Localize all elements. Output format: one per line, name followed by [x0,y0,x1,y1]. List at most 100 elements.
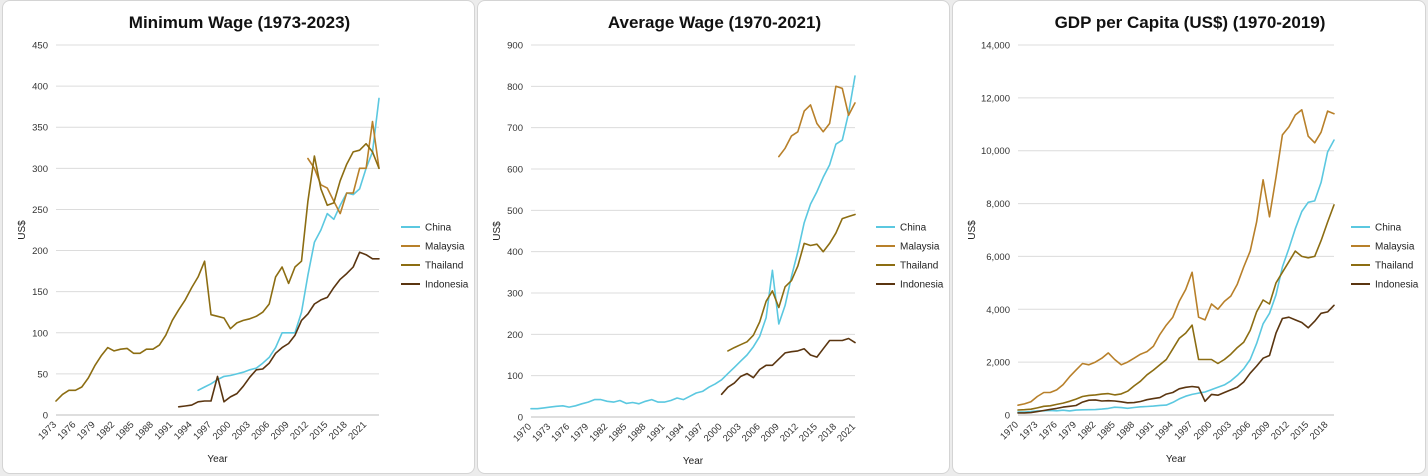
x-tick-label: 2000 [1192,419,1215,442]
series-line-china [197,97,380,392]
chart-panel-gdp-per-capita: GDP per Capita (US$) (1970-2019) 0 2,000 4,… [952,0,1426,474]
x-tick-label: 2018 [1308,419,1331,442]
x-tick-label: 1991 [153,419,176,442]
x-tick-label: 2006 [1230,419,1253,442]
series-line-thailand [1017,204,1335,411]
chart-gdp-per-capita: GDP per Capita (US$) (1970-2019) 0 2,000 4,… [967,13,1419,465]
series-line-thailand [55,142,380,402]
x-tick-label: 1982 [94,419,117,442]
x-tick-label: 1988 [626,421,649,444]
x-tick-label: 2018 [327,419,350,442]
y-tick-label: 12,000 [981,93,1010,104]
x-tick-label: 1982 [1076,419,1099,442]
y-tick-label: 6,000 [986,252,1010,263]
x-axis-label: Year [683,456,704,467]
x-tick-label: 1973 [530,421,553,444]
chart-title: Minimum Wage (1973-2023) [129,13,350,32]
x-tick-label: 1973 [36,419,59,442]
x-tick-label: 2009 [759,421,782,444]
x-tick-label: 1994 [172,419,195,442]
x-axis-label: Year [207,454,228,465]
x-tick-label: 1985 [607,421,630,444]
legend-label-malaysia: Malaysia [1375,242,1415,253]
y-tick-label: 2,000 [986,358,1010,369]
x-tick-label: 1970 [998,419,1021,442]
legend-label-thailand: Thailand [900,261,938,272]
series-line-thailand [727,213,856,352]
x-tick-label: 2003 [721,421,744,444]
x-tick-label: 1997 [1172,419,1195,442]
x-tick-label: 2012 [1269,419,1292,442]
x-tick-label: 2000 [702,421,725,444]
y-tick-label: 350 [32,123,48,134]
x-tick-label: 2012 [778,421,801,444]
x-tick-label: 1976 [1037,419,1060,442]
chart-panel-minimum-wage: Minimum Wage (1973-2023) 0 50 100 150 200 250 3… [2,0,475,474]
legend-label-china: China [900,223,927,234]
y-tick-label: 100 [507,371,523,382]
y-tick-label: 14,000 [981,41,1010,52]
y-tick-label: 250 [32,205,48,216]
x-tick-label: 2018 [816,421,839,444]
x-tick-label: 1997 [191,419,214,442]
y-tick-label: 300 [32,164,48,175]
x-tick-label: 1988 [1114,419,1137,442]
legend-label-china: China [1375,223,1402,234]
x-tick-label: 2000 [211,419,234,442]
y-tick-label: 50 [37,369,48,380]
x-axis-label: Year [1166,454,1187,465]
y-tick-label: 0 [43,411,48,422]
x-tick-label: 1988 [133,419,156,442]
x-tick-label: 1991 [1134,419,1157,442]
chart-average-wage: Average Wage (1970-2021) 0 100 200 300 400 500… [492,13,944,467]
x-tick-label: 2006 [740,421,763,444]
x-tick-label: 1976 [56,419,79,442]
x-tick-label: 2006 [249,419,272,442]
legend-label-indonesia: Indonesia [425,280,469,291]
legend-label-indonesia: Indonesia [1375,280,1419,291]
y-tick-label: 900 [507,41,523,52]
x-tick-label: 2009 [1250,419,1273,442]
x-tick-label: 1976 [549,421,572,444]
x-tick-label: 1991 [645,421,668,444]
legend-label-indonesia: Indonesia [900,280,944,291]
x-tick-label: 2003 [1211,419,1234,442]
y-tick-label: 200 [507,330,523,341]
x-tick-label: 1979 [75,419,98,442]
x-tick-label: 1982 [588,421,611,444]
y-tick-label: 300 [507,289,523,300]
y-tick-label: 200 [32,246,48,257]
y-tick-label: 450 [32,41,48,52]
y-tick-label: 100 [32,328,48,339]
series-line-malaysia [777,85,856,158]
series-line-indonesia [720,337,856,396]
series-line-china [1017,139,1335,413]
x-tick-label: 1997 [683,421,706,444]
y-tick-label: 400 [32,82,48,93]
series-line-malaysia [1017,109,1335,407]
legend-label-china: China [425,223,452,234]
x-tick-label: 1994 [1153,419,1176,442]
y-axis-label: US$ [17,220,28,240]
x-tick-label: 1979 [1056,419,1079,442]
legend-label-thailand: Thailand [1375,261,1413,272]
x-tick-label: 1970 [511,421,534,444]
y-tick-label: 10,000 [981,146,1010,157]
x-tick-label: 2003 [230,419,253,442]
x-tick-label: 2021 [835,421,858,444]
y-tick-label: 600 [507,165,523,176]
chart-minimum-wage: Minimum Wage (1973-2023) 0 50 100 150 200 250 3… [17,13,469,465]
x-tick-label: 1985 [114,419,137,442]
y-tick-label: 400 [507,247,523,258]
y-axis-label: US$ [492,221,503,241]
x-tick-label: 1985 [1095,419,1118,442]
x-tick-label: 2021 [346,419,369,442]
x-tick-label: 2012 [288,419,311,442]
x-tick-label: 2009 [269,419,292,442]
x-tick-label: 2015 [797,421,820,444]
y-axis-label: US$ [967,220,978,240]
legend-label-malaysia: Malaysia [900,242,940,253]
chart-title: GDP per Capita (US$) (1970-2019) [1055,13,1326,32]
y-tick-label: 700 [507,123,523,134]
series-line-indonesia [1017,304,1335,414]
